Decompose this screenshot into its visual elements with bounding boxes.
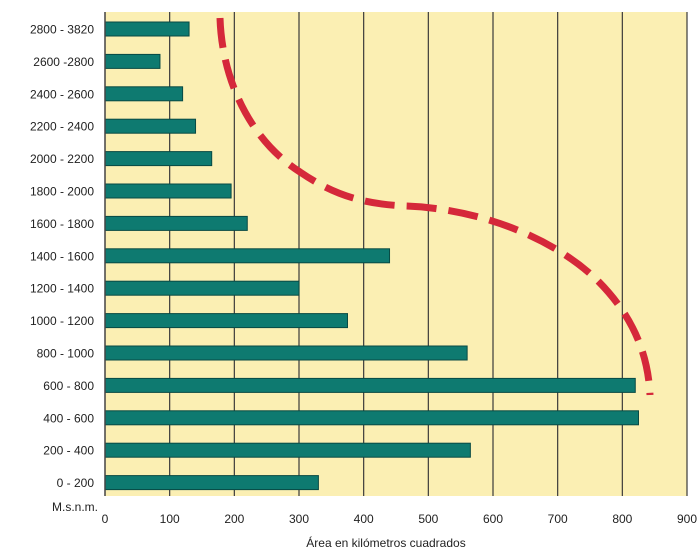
bar [104, 377, 636, 393]
y-tick-label: 200 - 400 [43, 444, 94, 458]
y-tick-label: 1800 - 2000 [30, 185, 94, 199]
x-tick-label: 0 [102, 512, 109, 526]
x-tick-label: 500 [418, 512, 438, 526]
bar [104, 118, 197, 134]
y-tick-label: 1400 - 1600 [30, 249, 94, 263]
y-tick-label: 400 - 600 [43, 411, 94, 425]
x-tick-label: 600 [483, 512, 503, 526]
y-tick-label: 2400 - 2600 [30, 87, 94, 101]
y-tick-label: 800 - 1000 [37, 347, 95, 361]
y-tick-labels: 0 - 200 200 - 400 400 - 600 600 - 800 800 - … [30, 23, 94, 491]
bar [104, 410, 639, 426]
x-tick-label: 700 [548, 512, 568, 526]
x-tick-label: 400 [354, 512, 374, 526]
bar [104, 21, 190, 37]
y-tick-label: 2800 - 3820 [30, 23, 94, 37]
bar [104, 183, 232, 199]
bar [104, 151, 213, 167]
bar [104, 313, 348, 329]
y-tick-label: 1600 - 1800 [30, 217, 94, 231]
bar [104, 215, 248, 231]
y-tick-label: 1200 - 1400 [30, 282, 94, 296]
x-tick-label: 200 [224, 512, 244, 526]
x-tick-label: 800 [612, 512, 632, 526]
y-tick-label: 2000 - 2200 [30, 152, 94, 166]
x-axis-title: Área en kilómetros cuadrados [306, 535, 465, 550]
x-tick-labels: 0 100 200 300 400 500 600 700 800 900 [102, 512, 698, 526]
x-tick-label: 300 [289, 512, 309, 526]
y-tick-label: 600 - 800 [43, 379, 94, 393]
y-tick-label: 1000 - 1200 [30, 314, 94, 328]
y-tick-label: 0 - 200 [57, 476, 95, 490]
y-tick-label: 2600 -2800 [33, 55, 94, 69]
bar [104, 53, 161, 69]
bar [104, 475, 319, 491]
bar [104, 248, 391, 264]
bar [104, 86, 184, 102]
x-tick-label: 900 [677, 512, 697, 526]
bar [104, 345, 468, 361]
bar [104, 280, 300, 296]
y-axis-title: M.s.n.m. [52, 500, 98, 514]
y-tick-label: 2200 - 2400 [30, 120, 94, 134]
bar [104, 442, 471, 458]
x-tick-label: 100 [160, 512, 180, 526]
